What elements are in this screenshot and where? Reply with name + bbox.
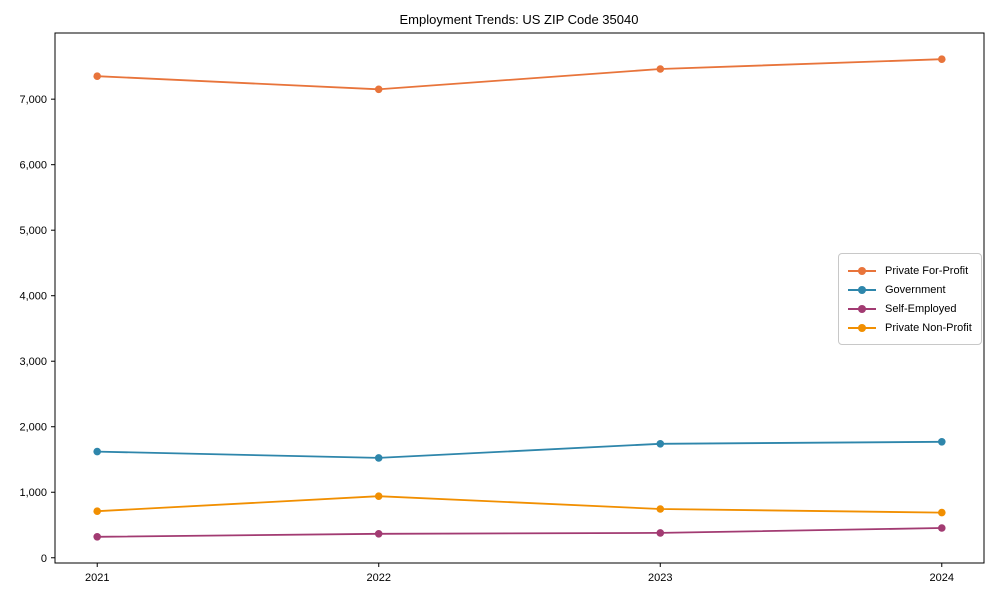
legend-marker-self-employed [848, 304, 876, 314]
data-point-self-employed-2021 [93, 533, 101, 541]
y-tick-label: 2,000 [19, 422, 47, 434]
data-point-private-non-profit-2022 [374, 492, 383, 501]
y-tick-label: 4,000 [19, 291, 47, 303]
x-tick-label: 2024 [930, 572, 954, 584]
series-self-employed [93, 524, 946, 541]
data-point-private-non-profit-2021 [93, 507, 101, 515]
data-point-government-2023 [656, 440, 665, 448]
legend-item-private-non-profit: Private Non-Profit [848, 318, 972, 337]
data-point-government-2021 [93, 447, 101, 456]
data-point-private-non-profit-2024 [938, 508, 946, 517]
legend-marker-private-non-profit [848, 323, 876, 333]
legend-label-government: Government [885, 283, 946, 296]
y-tick-label: 6,000 [19, 160, 47, 172]
legend: Private For-Profit Government Self-Employe… [838, 253, 982, 345]
series-layer [93, 55, 946, 541]
data-point-private-for-profit-2023 [656, 65, 665, 73]
y-tick-label: 1,000 [19, 487, 47, 499]
data-point-private-non-profit-2023 [656, 505, 665, 513]
plot-border [54, 32, 985, 564]
data-point-government-2022 [374, 454, 383, 462]
x-tick-label: 2023 [648, 572, 672, 584]
series-line-government [96, 440, 943, 459]
legend-marker-private-for-profit [848, 266, 876, 276]
y-tick-label: 0 [41, 553, 47, 565]
data-point-private-for-profit-2024 [938, 55, 946, 63]
data-point-self-employed-2022 [374, 530, 383, 538]
data-point-government-2024 [938, 438, 946, 446]
series-private-for-profit [93, 55, 946, 94]
y-tick-label: 3,000 [19, 356, 47, 368]
legend-label-private-for-profit: Private For-Profit [885, 264, 969, 277]
series-line-self-employed [96, 527, 943, 538]
series-private-non-profit [93, 492, 946, 517]
data-point-private-for-profit-2022 [374, 85, 383, 94]
y-tick-label: 7,000 [19, 94, 47, 106]
series-line-private-for-profit [96, 58, 943, 91]
chart-title: Employment Trends: US ZIP Code 35040 [400, 12, 639, 27]
x-tick-label: 2022 [367, 572, 391, 584]
legend-label-private-non-profit: Private Non-Profit [885, 321, 972, 334]
legend-item-government: Government [848, 280, 971, 299]
legend-label-self-employed: Self-Employed [885, 302, 957, 315]
x-tick-label: 2021 [85, 572, 109, 584]
y-tick-label: 5,000 [19, 225, 47, 237]
legend-item-private-for-profit: Private For-Profit [848, 261, 971, 280]
axes: 0 1,000 2,000 3,000 4,000 5,000 6,000 7,000 2021… [19, 94, 954, 584]
series-government [93, 438, 946, 462]
data-point-private-for-profit-2021 [93, 72, 101, 80]
legend-marker-government [848, 285, 876, 295]
data-point-self-employed-2024 [938, 524, 946, 532]
legend-item-self-employed: Self-Employed [848, 299, 971, 318]
data-point-self-employed-2023 [656, 529, 665, 537]
series-line-private-non-profit [96, 495, 943, 514]
